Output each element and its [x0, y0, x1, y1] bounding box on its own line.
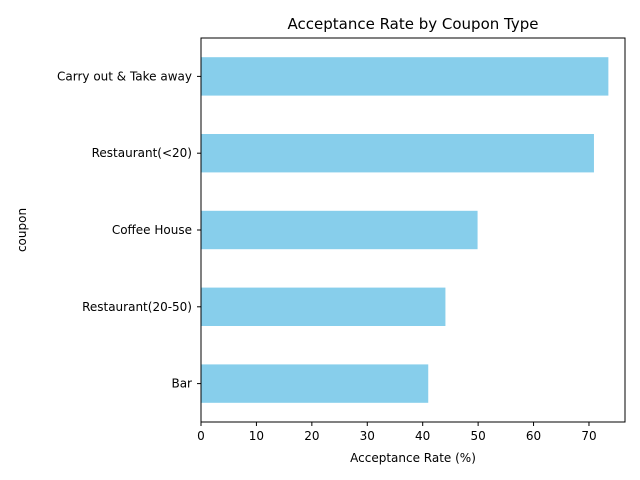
x-axis-label: Acceptance Rate (%) — [350, 451, 476, 465]
bar-4 — [201, 364, 429, 403]
y-tick-label: Carry out & Take away — [57, 69, 192, 83]
y-tick-label: Restaurant(20-50) — [82, 300, 192, 314]
bar-1 — [201, 134, 594, 173]
bar-2 — [201, 210, 478, 250]
x-tick-label: 30 — [360, 429, 375, 443]
y-tick-label: Coffee House — [112, 223, 192, 237]
x-tick-label: 60 — [526, 429, 541, 443]
x-tick-label: 0 — [197, 429, 205, 443]
bar-0 — [201, 57, 609, 96]
ticks-group: Carry out & Take away Restaurant(<20) Coff… — [57, 69, 597, 443]
x-tick-label: 50 — [470, 429, 485, 443]
x-tick-label: 70 — [581, 429, 596, 443]
x-tick-label: 40 — [415, 429, 430, 443]
chart-title: Acceptance Rate by Coupon Type — [288, 15, 539, 33]
bar-3 — [201, 287, 446, 326]
y-tick-label: Bar — [171, 377, 192, 391]
y-axis-label: coupon — [15, 208, 29, 252]
y-tick-label: Restaurant(<20) — [92, 146, 192, 160]
bars-group — [201, 57, 609, 403]
plot-frame — [200, 37, 626, 423]
x-tick-label: 10 — [249, 429, 264, 443]
x-tick-label: 20 — [304, 429, 319, 443]
